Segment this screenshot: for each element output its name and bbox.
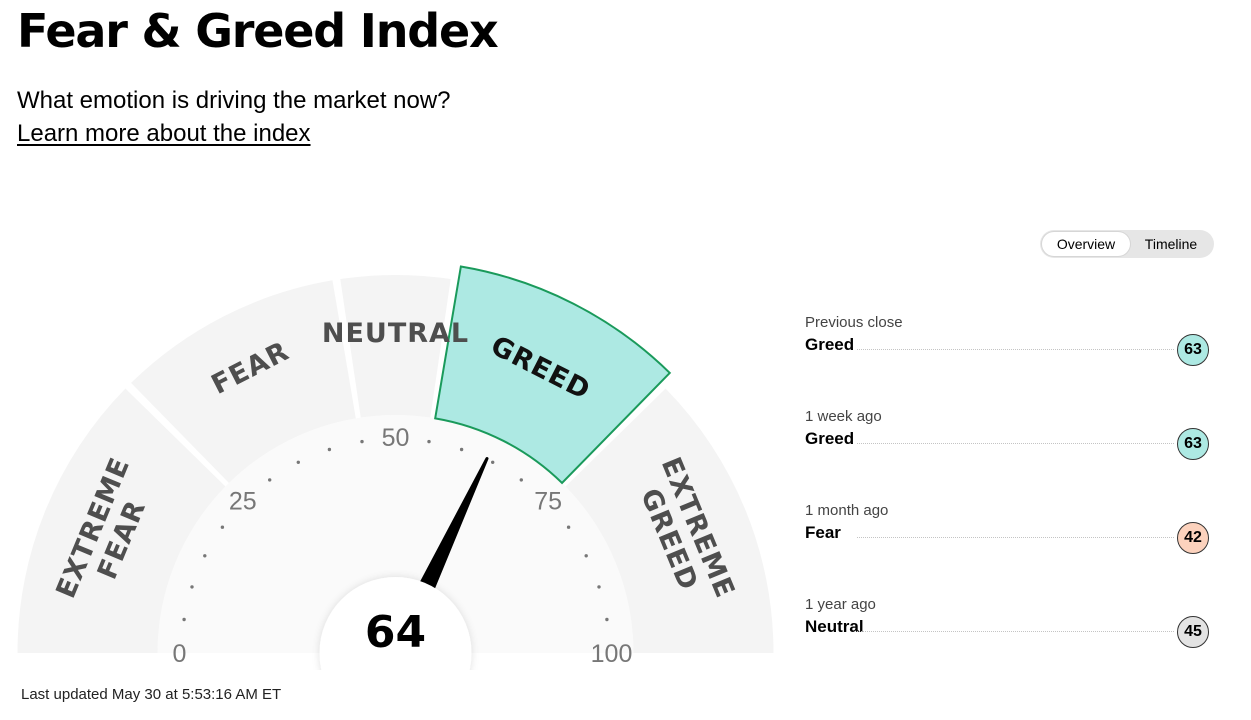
history-value-badge: 42 bbox=[1177, 522, 1209, 554]
gauge-tick-dot bbox=[491, 460, 495, 464]
gauge-tick-dot bbox=[327, 447, 332, 452]
gauge-tick-dot bbox=[584, 554, 588, 558]
history-period: 1 year ago bbox=[805, 596, 876, 613]
history-value-badge: 63 bbox=[1177, 428, 1209, 460]
gauge-tick-dot bbox=[459, 447, 464, 452]
gauge-label-neutral: NEUTRAL bbox=[322, 318, 469, 349]
gauge-tick-label: 0 bbox=[173, 640, 187, 668]
gauge-tick-dot bbox=[296, 460, 300, 464]
gauge-inner-face bbox=[157, 415, 634, 653]
timeline-tab[interactable]: Timeline bbox=[1144, 236, 1198, 252]
history-row-1-month-ago: 1 month ago Fear 42 bbox=[805, 502, 1210, 596]
history-rating: Neutral bbox=[805, 617, 864, 636]
gauge-value: 64 bbox=[365, 607, 426, 658]
history-dotted-rule bbox=[857, 443, 1174, 444]
view-toggle: Overview Timeline bbox=[1040, 230, 1214, 258]
history-value-badge: 63 bbox=[1177, 334, 1209, 366]
gauge-tick-dot bbox=[182, 617, 186, 622]
gauge-tick-dot bbox=[566, 525, 571, 529]
gauge-tick-dot bbox=[220, 525, 225, 529]
page-subtitle: What emotion is driving the market now? bbox=[17, 87, 451, 114]
history-period: 1 week ago bbox=[805, 408, 882, 425]
learn-more-link[interactable]: Learn more about the index bbox=[17, 120, 311, 147]
history-dotted-rule bbox=[857, 349, 1174, 350]
history-rating: Fear bbox=[805, 523, 841, 542]
history-value-badge: 45 bbox=[1177, 616, 1209, 648]
gauge-segment-neutral bbox=[340, 275, 451, 418]
gauge-tick-label: 25 bbox=[229, 487, 257, 515]
overview-tab[interactable]: Overview bbox=[1042, 232, 1130, 256]
history-dotted-rule bbox=[857, 537, 1174, 538]
gauge-tick-label: 75 bbox=[534, 487, 562, 515]
gauge-tick-dot bbox=[190, 585, 194, 589]
gauge-tick-label: 50 bbox=[382, 424, 410, 452]
gauge-tick-dot bbox=[268, 478, 272, 482]
gauge-segment-extreme-fear bbox=[17, 388, 226, 653]
gauge-tick-dot bbox=[360, 439, 364, 444]
last-updated: Last updated May 30 at 5:53:16 AM ET bbox=[21, 686, 282, 703]
gauge-tick-dot bbox=[597, 585, 601, 589]
history-row-1-week-ago: 1 week ago Greed 63 bbox=[805, 408, 1210, 502]
history-dotted-rule bbox=[857, 631, 1174, 632]
history-rating: Greed bbox=[805, 429, 855, 448]
history-rating: Greed bbox=[805, 335, 855, 354]
gauge-tick-dot bbox=[519, 478, 523, 482]
gauge-segment-extreme-greed bbox=[565, 388, 774, 653]
page-title: Fear & Greed Index bbox=[17, 4, 499, 58]
history-period: 1 month ago bbox=[805, 502, 889, 519]
history-list: Previous close Greed 63 1 week ago Greed… bbox=[805, 314, 1210, 690]
gauge-tick-label: 100 bbox=[591, 640, 633, 668]
gauge-hub bbox=[319, 577, 472, 670]
gauge-tick-dot bbox=[203, 554, 207, 558]
history-period: Previous close bbox=[805, 314, 903, 331]
gauge-segment-fear bbox=[131, 280, 356, 483]
history-row-1-year-ago: 1 year ago Neutral 45 bbox=[805, 596, 1210, 690]
history-row-previous-close: Previous close Greed 63 bbox=[805, 314, 1210, 408]
gauge-tick-dot bbox=[605, 617, 609, 622]
gauge-segment-greed bbox=[434, 265, 672, 485]
gauge-tick-dot bbox=[427, 439, 431, 444]
